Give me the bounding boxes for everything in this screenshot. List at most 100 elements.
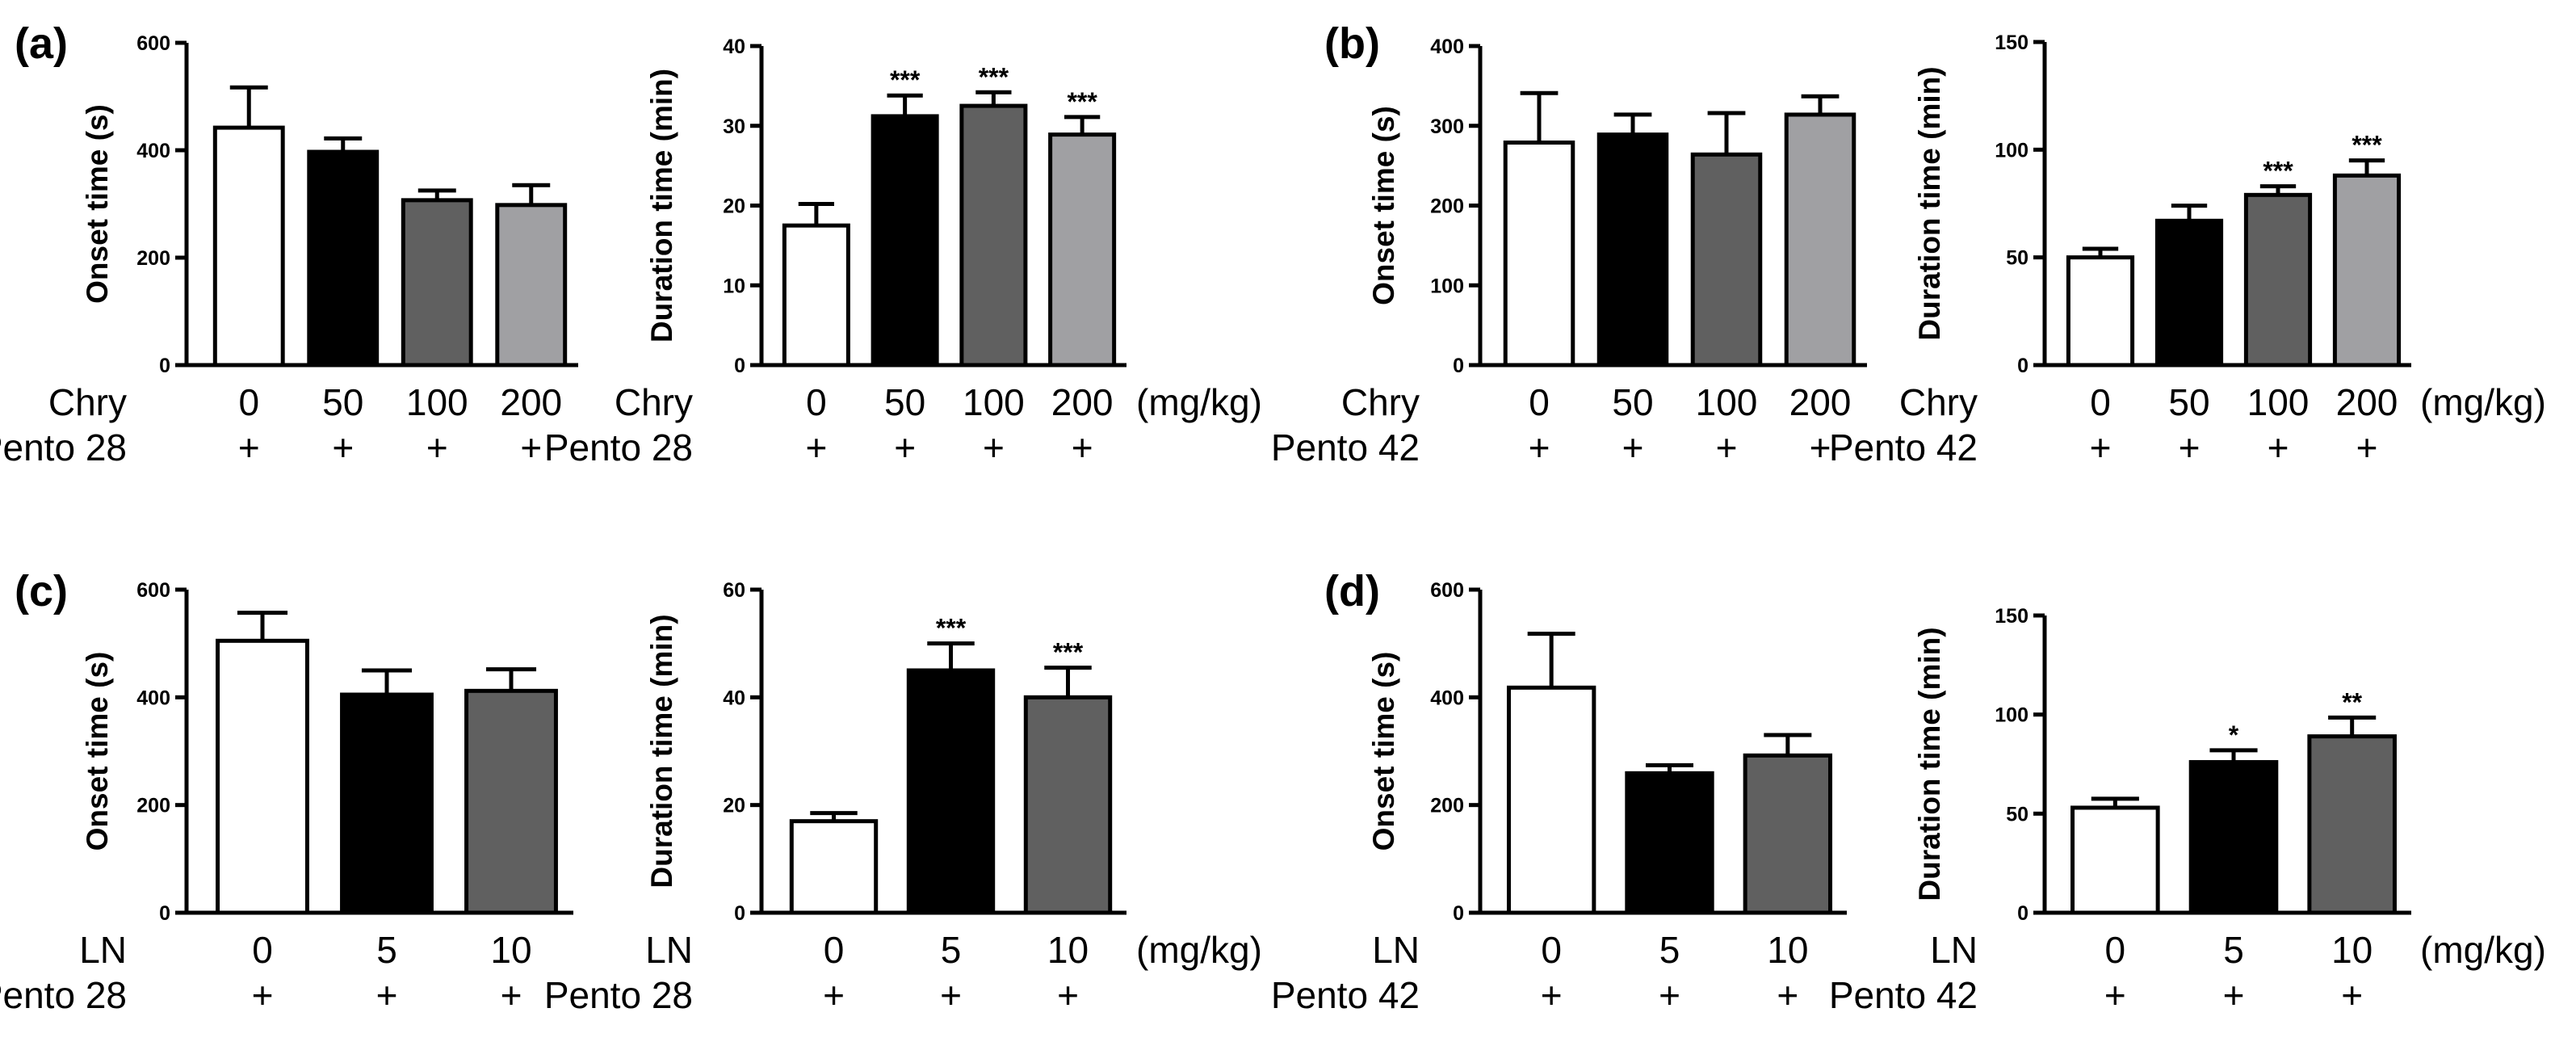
bar [401,198,473,368]
unit-label: (mg/kg) [1136,929,1262,971]
significance-label: ** [2342,687,2362,716]
category-label: 10 [2331,929,2373,971]
y-tick-label: 50 [2006,247,2028,270]
bar [789,819,879,915]
bar [2307,734,2397,915]
pento-plus-label: + [2341,974,2363,1016]
panel-letter: (a) [15,19,68,68]
category-label: 0 [1541,929,1562,971]
significance-label: *** [1053,638,1084,667]
y-tick-label: 0 [2017,902,2028,925]
category-label: 0 [238,381,259,423]
treatment-row-label: Chry [615,381,693,423]
bar [906,668,996,915]
category-label: 50 [884,381,925,423]
category-label: 5 [941,929,962,971]
significance-label: *** [936,614,967,643]
y-tick-label: 400 [136,140,170,162]
pento-plus-label: + [2268,426,2289,468]
bar [959,103,1028,368]
y-tick-label: 200 [136,795,170,817]
y-tick-label: 0 [1453,902,1464,925]
category-label: 0 [2090,381,2111,423]
bar [1503,140,1575,368]
bar [1784,112,1856,368]
pento-plus-label: + [2179,426,2201,468]
pento-plus-label: + [1057,974,1079,1016]
y-tick-label: 40 [723,687,745,709]
pento-row-label: Pento 42 [1829,974,1978,1016]
category-label: 10 [1767,929,1808,971]
pento-row-label: Pento 42 [1271,426,1420,468]
y-tick-label: 100 [1995,139,2028,162]
bar [1506,685,1596,915]
y-tick-label: 0 [1453,355,1464,377]
category-label: 100 [1696,381,1758,423]
bar [1625,771,1714,915]
bar [2154,218,2224,368]
unit-label: (mg/kg) [1136,381,1262,423]
category-label: 50 [322,381,363,423]
y-axis-label: Duration time (min) [645,69,678,342]
bar [464,688,558,915]
pento-plus-label: + [1716,426,1738,468]
significance-label: *** [2352,131,2382,160]
pento-plus-label: + [1541,974,1563,1016]
category-label: 0 [2105,929,2126,971]
y-axis-label: Onset time (s) [81,104,114,304]
bar [782,223,850,368]
pento-plus-label: + [1659,974,1680,1016]
bar [2332,173,2402,368]
pento-plus-label: + [1072,426,1093,468]
bar [871,114,939,368]
category-label: 0 [252,929,273,971]
panel-letter: (c) [15,567,68,615]
bar [1596,132,1669,368]
significance-label: * [2229,720,2239,750]
category-label: 100 [963,381,1025,423]
pento-plus-label: + [940,974,962,1016]
unit-label: (mg/kg) [2420,929,2546,971]
bar [212,125,285,368]
pento-row-label: Pento 28 [544,426,693,468]
significance-label: *** [1067,87,1097,116]
category-label: 200 [2336,381,2398,423]
category-label: 10 [490,929,531,971]
category-label: 5 [376,929,397,971]
pento-plus-label: + [2356,426,2378,468]
y-tick-label: 200 [1430,795,1464,817]
y-tick-label: 100 [1995,704,2028,727]
category-label: 200 [1789,381,1852,423]
bar [216,638,309,915]
treatment-row-label: Chry [1899,381,1978,423]
y-tick-label: 0 [734,355,745,377]
treatment-row-label: LN [79,929,127,971]
pento-row-label: Pento 28 [0,974,127,1016]
pento-plus-label: + [426,426,448,468]
pento-plus-label: + [1810,426,1831,468]
y-axis-label: Onset time (s) [1367,652,1400,851]
pento-plus-label: + [2104,974,2126,1016]
significance-label: *** [2263,157,2293,186]
category-label: 5 [2223,929,2244,971]
bar [1690,152,1763,368]
significance-label: *** [890,65,921,95]
panel-letter: (d) [1324,567,1380,615]
y-axis-label: Duration time (min) [1913,66,1946,340]
y-tick-label: 100 [1430,275,1464,297]
pento-plus-label: + [1777,974,1798,1016]
bar [2243,192,2313,368]
y-tick-label: 200 [1430,195,1464,218]
y-tick-label: 300 [1430,116,1464,138]
category-label: 200 [500,381,562,423]
pento-plus-label: + [823,974,845,1016]
y-tick-label: 10 [723,275,745,297]
y-tick-label: 200 [136,247,170,270]
treatment-row-label: Chry [48,381,127,423]
